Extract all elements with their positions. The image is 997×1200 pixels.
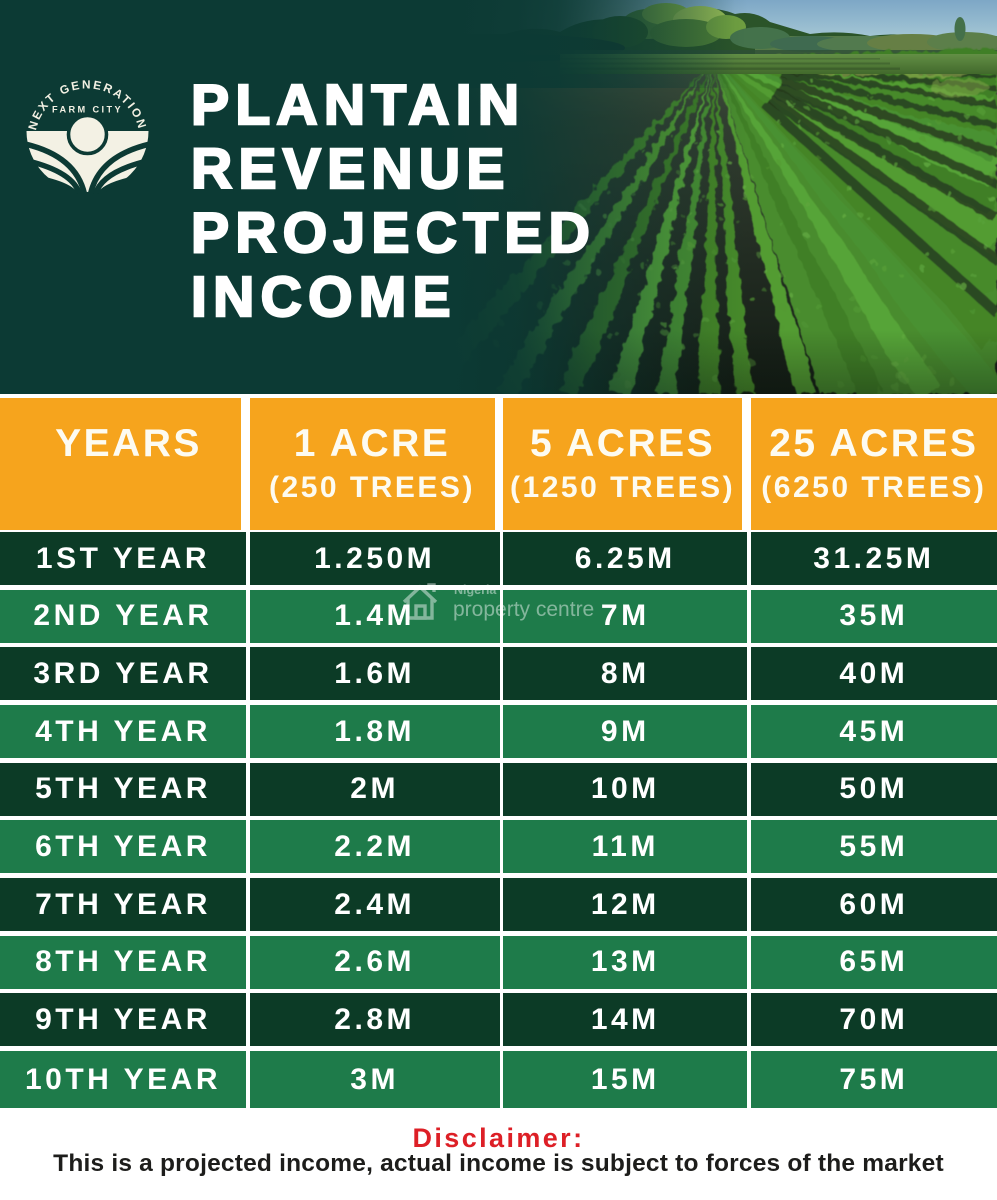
svg-text:FARM CITY: FARM CITY [52,105,123,115]
svg-text:property centre: property centre [453,598,594,621]
svg-text:Nigeria: Nigeria [454,583,497,597]
